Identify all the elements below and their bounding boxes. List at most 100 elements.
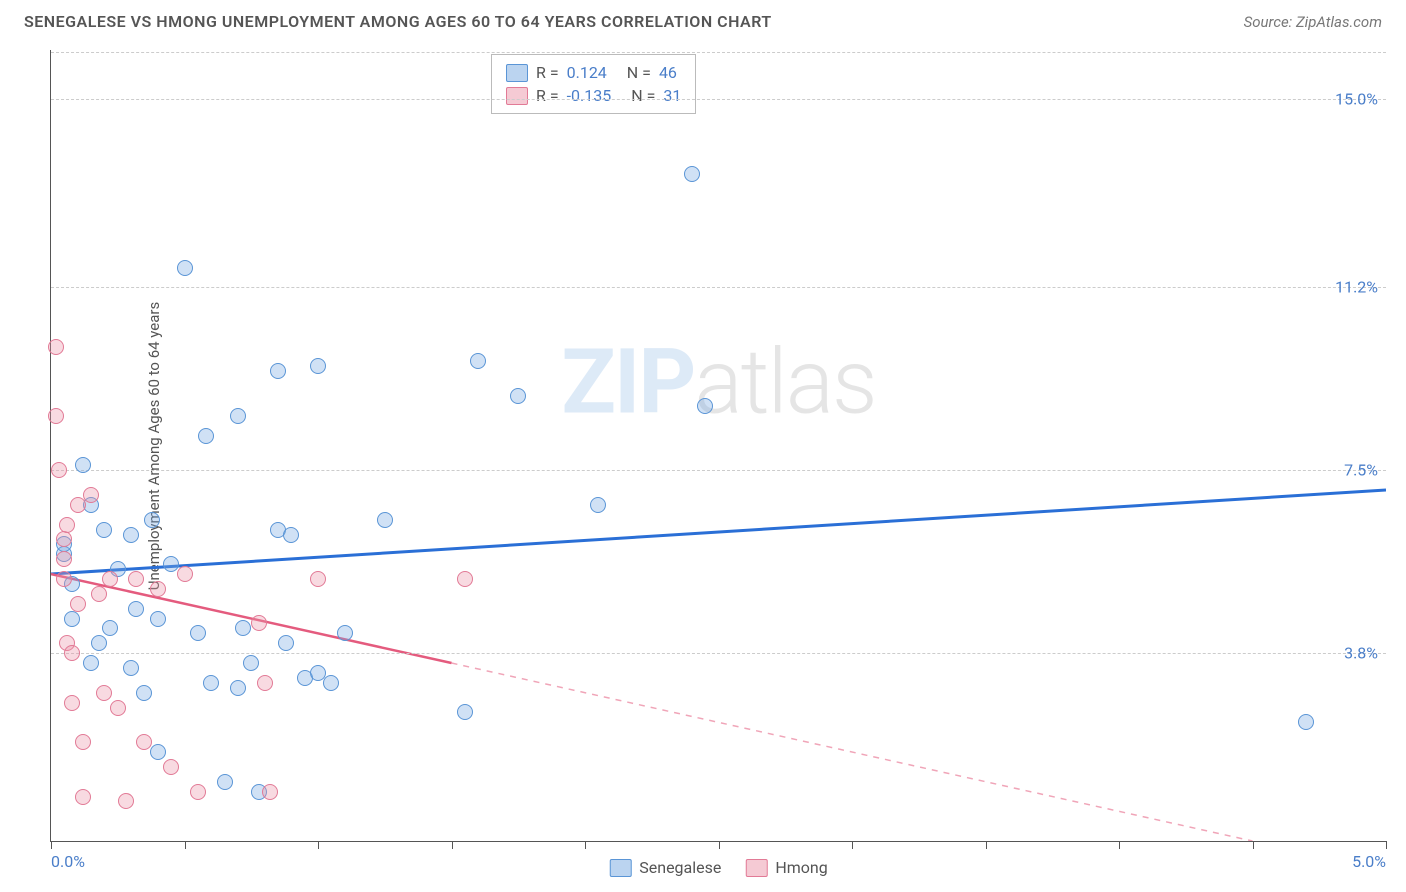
x-tick	[318, 841, 319, 849]
data-point-senegalese	[198, 428, 214, 444]
legend-item-senegalese: Senegalese	[609, 858, 721, 877]
r-value-senegalese: 0.124	[567, 63, 607, 82]
legend-label-senegalese: Senegalese	[639, 858, 721, 877]
data-point-senegalese	[83, 655, 99, 671]
trend-line	[51, 574, 452, 663]
y-tick-label: 3.8%	[1344, 644, 1378, 663]
n-value-hmong: 31	[663, 86, 681, 105]
data-point-senegalese	[136, 685, 152, 701]
data-point-senegalese	[91, 635, 107, 651]
data-point-hmong	[177, 566, 193, 582]
y-tick-label: 7.5%	[1344, 461, 1378, 480]
data-point-senegalese	[123, 660, 139, 676]
data-point-hmong	[70, 497, 86, 513]
data-point-hmong	[96, 685, 112, 701]
chart-header: SENEGALESE VS HMONG UNEMPLOYMENT AMONG A…	[0, 0, 1406, 39]
data-point-senegalese	[128, 601, 144, 617]
data-point-hmong	[56, 571, 72, 587]
swatch-hmong-icon	[745, 859, 767, 877]
x-tick	[852, 841, 853, 849]
gridline	[51, 470, 1386, 471]
y-tick-label: 15.0%	[1335, 90, 1378, 109]
data-point-senegalese	[190, 625, 206, 641]
x-tick	[185, 841, 186, 849]
data-point-hmong	[262, 784, 278, 800]
r-label: R =	[536, 63, 559, 82]
data-point-hmong	[128, 571, 144, 587]
data-point-senegalese	[235, 620, 251, 636]
data-point-senegalese	[1298, 714, 1314, 730]
data-point-hmong	[59, 517, 75, 533]
gridline	[51, 99, 1386, 100]
data-point-senegalese	[590, 497, 606, 513]
data-point-hmong	[310, 571, 326, 587]
data-point-hmong	[102, 571, 118, 587]
legend-item-hmong: Hmong	[745, 858, 827, 877]
data-point-hmong	[257, 675, 273, 691]
data-point-senegalese	[323, 675, 339, 691]
data-point-hmong	[56, 531, 72, 547]
data-point-hmong	[56, 551, 72, 567]
data-point-senegalese	[270, 363, 286, 379]
data-point-hmong	[91, 586, 107, 602]
data-point-hmong	[70, 596, 86, 612]
data-point-senegalese	[177, 260, 193, 276]
x-tick-min: 0.0%	[51, 852, 85, 871]
scatter-chart: ZIPatlas R = 0.124 N = 46 R = -0.135 N =…	[50, 50, 1386, 842]
data-point-senegalese	[102, 620, 118, 636]
data-point-senegalese	[96, 522, 112, 538]
data-point-senegalese	[217, 774, 233, 790]
x-tick	[452, 841, 453, 849]
trend-line	[452, 663, 1253, 841]
x-tick	[1119, 841, 1120, 849]
data-point-hmong	[251, 615, 267, 631]
trend-lines	[51, 50, 1386, 841]
r-label: R =	[536, 86, 559, 105]
data-point-senegalese	[230, 680, 246, 696]
data-point-hmong	[83, 487, 99, 503]
data-point-hmong	[150, 581, 166, 597]
watermark-light: atlas	[694, 330, 875, 435]
data-point-senegalese	[75, 457, 91, 473]
data-point-senegalese	[203, 675, 219, 691]
x-tick	[1386, 841, 1387, 849]
r-value-hmong: -0.135	[567, 86, 612, 105]
data-point-senegalese	[283, 527, 299, 543]
gridline	[51, 52, 1386, 53]
n-label: N =	[627, 63, 651, 82]
y-tick-label: 11.2%	[1335, 278, 1378, 297]
swatch-senegalese-icon	[506, 64, 528, 82]
data-point-senegalese	[243, 655, 259, 671]
legend-label-hmong: Hmong	[775, 858, 827, 877]
stats-row-senegalese: R = 0.124 N = 46	[506, 61, 681, 84]
x-tick	[51, 841, 52, 849]
data-point-senegalese	[510, 388, 526, 404]
watermark: ZIPatlas	[561, 330, 875, 435]
swatch-hmong-icon	[506, 87, 528, 105]
data-point-senegalese	[123, 527, 139, 543]
data-point-senegalese	[230, 408, 246, 424]
data-point-senegalese	[337, 625, 353, 641]
x-tick	[1253, 841, 1254, 849]
chart-source: Source: ZipAtlas.com	[1244, 13, 1382, 31]
x-tick	[585, 841, 586, 849]
stats-legend: R = 0.124 N = 46 R = -0.135 N = 31	[491, 54, 696, 114]
data-point-hmong	[48, 408, 64, 424]
data-point-hmong	[190, 784, 206, 800]
swatch-senegalese-icon	[609, 859, 631, 877]
data-point-hmong	[48, 339, 64, 355]
watermark-bold: ZIP	[561, 330, 694, 435]
data-point-senegalese	[697, 398, 713, 414]
trend-line	[51, 490, 1386, 574]
data-point-senegalese	[144, 512, 160, 528]
data-point-hmong	[64, 695, 80, 711]
gridline	[51, 287, 1386, 288]
data-point-senegalese	[377, 512, 393, 528]
data-point-senegalese	[457, 704, 473, 720]
data-point-hmong	[75, 734, 91, 750]
data-point-hmong	[118, 793, 134, 809]
data-point-hmong	[64, 645, 80, 661]
n-value-senegalese: 46	[659, 63, 677, 82]
data-point-hmong	[136, 734, 152, 750]
data-point-senegalese	[470, 353, 486, 369]
